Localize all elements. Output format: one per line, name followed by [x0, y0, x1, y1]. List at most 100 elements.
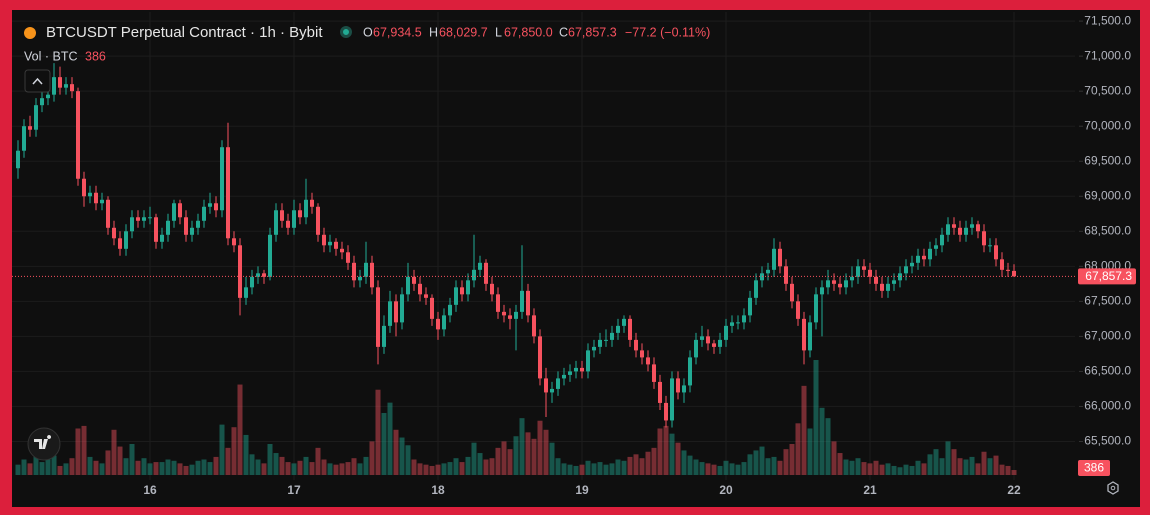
grid: [12, 12, 1075, 480]
y-tick-label: 67,500.0: [1084, 294, 1131, 308]
candle-body: [202, 206, 206, 221]
candle-body: [658, 381, 662, 403]
volume-bar: [741, 462, 747, 475]
volume-bar: [789, 443, 795, 475]
candle-body: [382, 325, 386, 347]
candle-body: [814, 294, 818, 323]
candle-body: [466, 280, 470, 295]
y-tick-label: 68,500.0: [1084, 223, 1131, 237]
candle-body: [130, 217, 134, 232]
volume-bar: [321, 459, 327, 475]
volume-bar: [69, 458, 75, 475]
candle-body: [190, 227, 194, 235]
candle-body: [838, 283, 842, 288]
candle-body: [16, 150, 20, 169]
volume-bar: [969, 456, 975, 475]
candle-body: [700, 336, 704, 340]
volume-bar: [453, 458, 459, 475]
volume-bar: [729, 463, 735, 475]
candle-body: [220, 147, 224, 211]
candle-body: [736, 322, 740, 324]
candle-body: [712, 343, 716, 347]
volume-bar: [675, 442, 681, 475]
volume-bar: [843, 459, 849, 475]
volume-bar: [369, 441, 375, 475]
candle-body: [40, 98, 44, 106]
volume-bar: [159, 462, 165, 475]
volume-bar: [825, 418, 831, 475]
candle-body: [904, 266, 908, 274]
volume-bar: [153, 462, 159, 475]
candle-body: [196, 220, 200, 228]
volume-bar: [945, 441, 951, 475]
volume-bar: [867, 463, 873, 475]
volume-bar: [345, 462, 351, 475]
volume-bar: [435, 464, 441, 475]
candle-layer: [16, 63, 1016, 428]
volume-bar: [381, 412, 387, 475]
candle-body: [436, 318, 440, 330]
candle-body: [64, 84, 68, 88]
candle-body: [364, 262, 368, 277]
last-price-label: 67,857.3: [1085, 269, 1132, 283]
candle-body: [556, 378, 560, 389]
volume-bar: [885, 463, 891, 475]
last-price-tag: [1078, 268, 1136, 285]
candle-body: [898, 273, 902, 281]
legend-key: O: [363, 25, 373, 39]
x-tick-label: 20: [719, 483, 733, 497]
volume-bar: [225, 447, 231, 475]
legend-value: 67,850.0: [504, 25, 553, 39]
candle-body: [538, 336, 542, 379]
volume-bar: [819, 407, 825, 475]
candle-body: [346, 252, 350, 263]
volume-bar: [975, 463, 981, 475]
volume-bar: [201, 459, 207, 475]
candle-body: [226, 147, 230, 239]
candle-body: [616, 325, 620, 333]
volume-bar: [93, 460, 99, 475]
candle-body: [298, 210, 302, 218]
volume-bar: [699, 462, 705, 475]
legend-value: 68,029.7: [439, 25, 488, 39]
candle-body: [490, 283, 494, 295]
candle-body: [868, 269, 872, 277]
volume-bar: [195, 460, 201, 475]
volume-bar: [783, 449, 789, 475]
candle-body: [682, 385, 686, 393]
candle-body: [796, 301, 800, 319]
volume-bar: [81, 425, 87, 475]
candle-body: [208, 203, 212, 207]
candle-body: [952, 224, 956, 228]
volume-bar: [543, 429, 549, 475]
candle-body: [412, 276, 416, 284]
volume-bar: [99, 463, 105, 475]
candle-body: [934, 245, 938, 249]
volume-bar: [927, 454, 933, 475]
candle-body: [622, 318, 626, 326]
volume-bar: [171, 460, 177, 475]
candle-body: [676, 378, 680, 393]
volume-layer: [15, 360, 1017, 475]
settings-icon[interactable]: [1107, 481, 1119, 495]
candle-body: [808, 322, 812, 351]
legend-key: H: [429, 25, 438, 39]
candle-body: [58, 77, 62, 88]
candle-body: [1000, 259, 1004, 270]
candle-body: [70, 84, 74, 92]
volume-bar: [579, 464, 585, 475]
candle-body: [442, 315, 446, 330]
volume-bar: [633, 454, 639, 475]
volume-bar: [759, 446, 765, 475]
candle-body: [214, 203, 218, 211]
volume-bar: [807, 428, 813, 475]
volume-bar: [897, 467, 903, 475]
volume-bar: [231, 427, 237, 475]
volume-bar: [813, 360, 819, 475]
candle-body: [928, 248, 932, 260]
volume-bar: [507, 449, 513, 475]
candle-body: [244, 287, 248, 298]
collapse-button[interactable]: [24, 69, 51, 93]
volume-bar: [621, 460, 627, 475]
candle-body: [250, 276, 254, 288]
